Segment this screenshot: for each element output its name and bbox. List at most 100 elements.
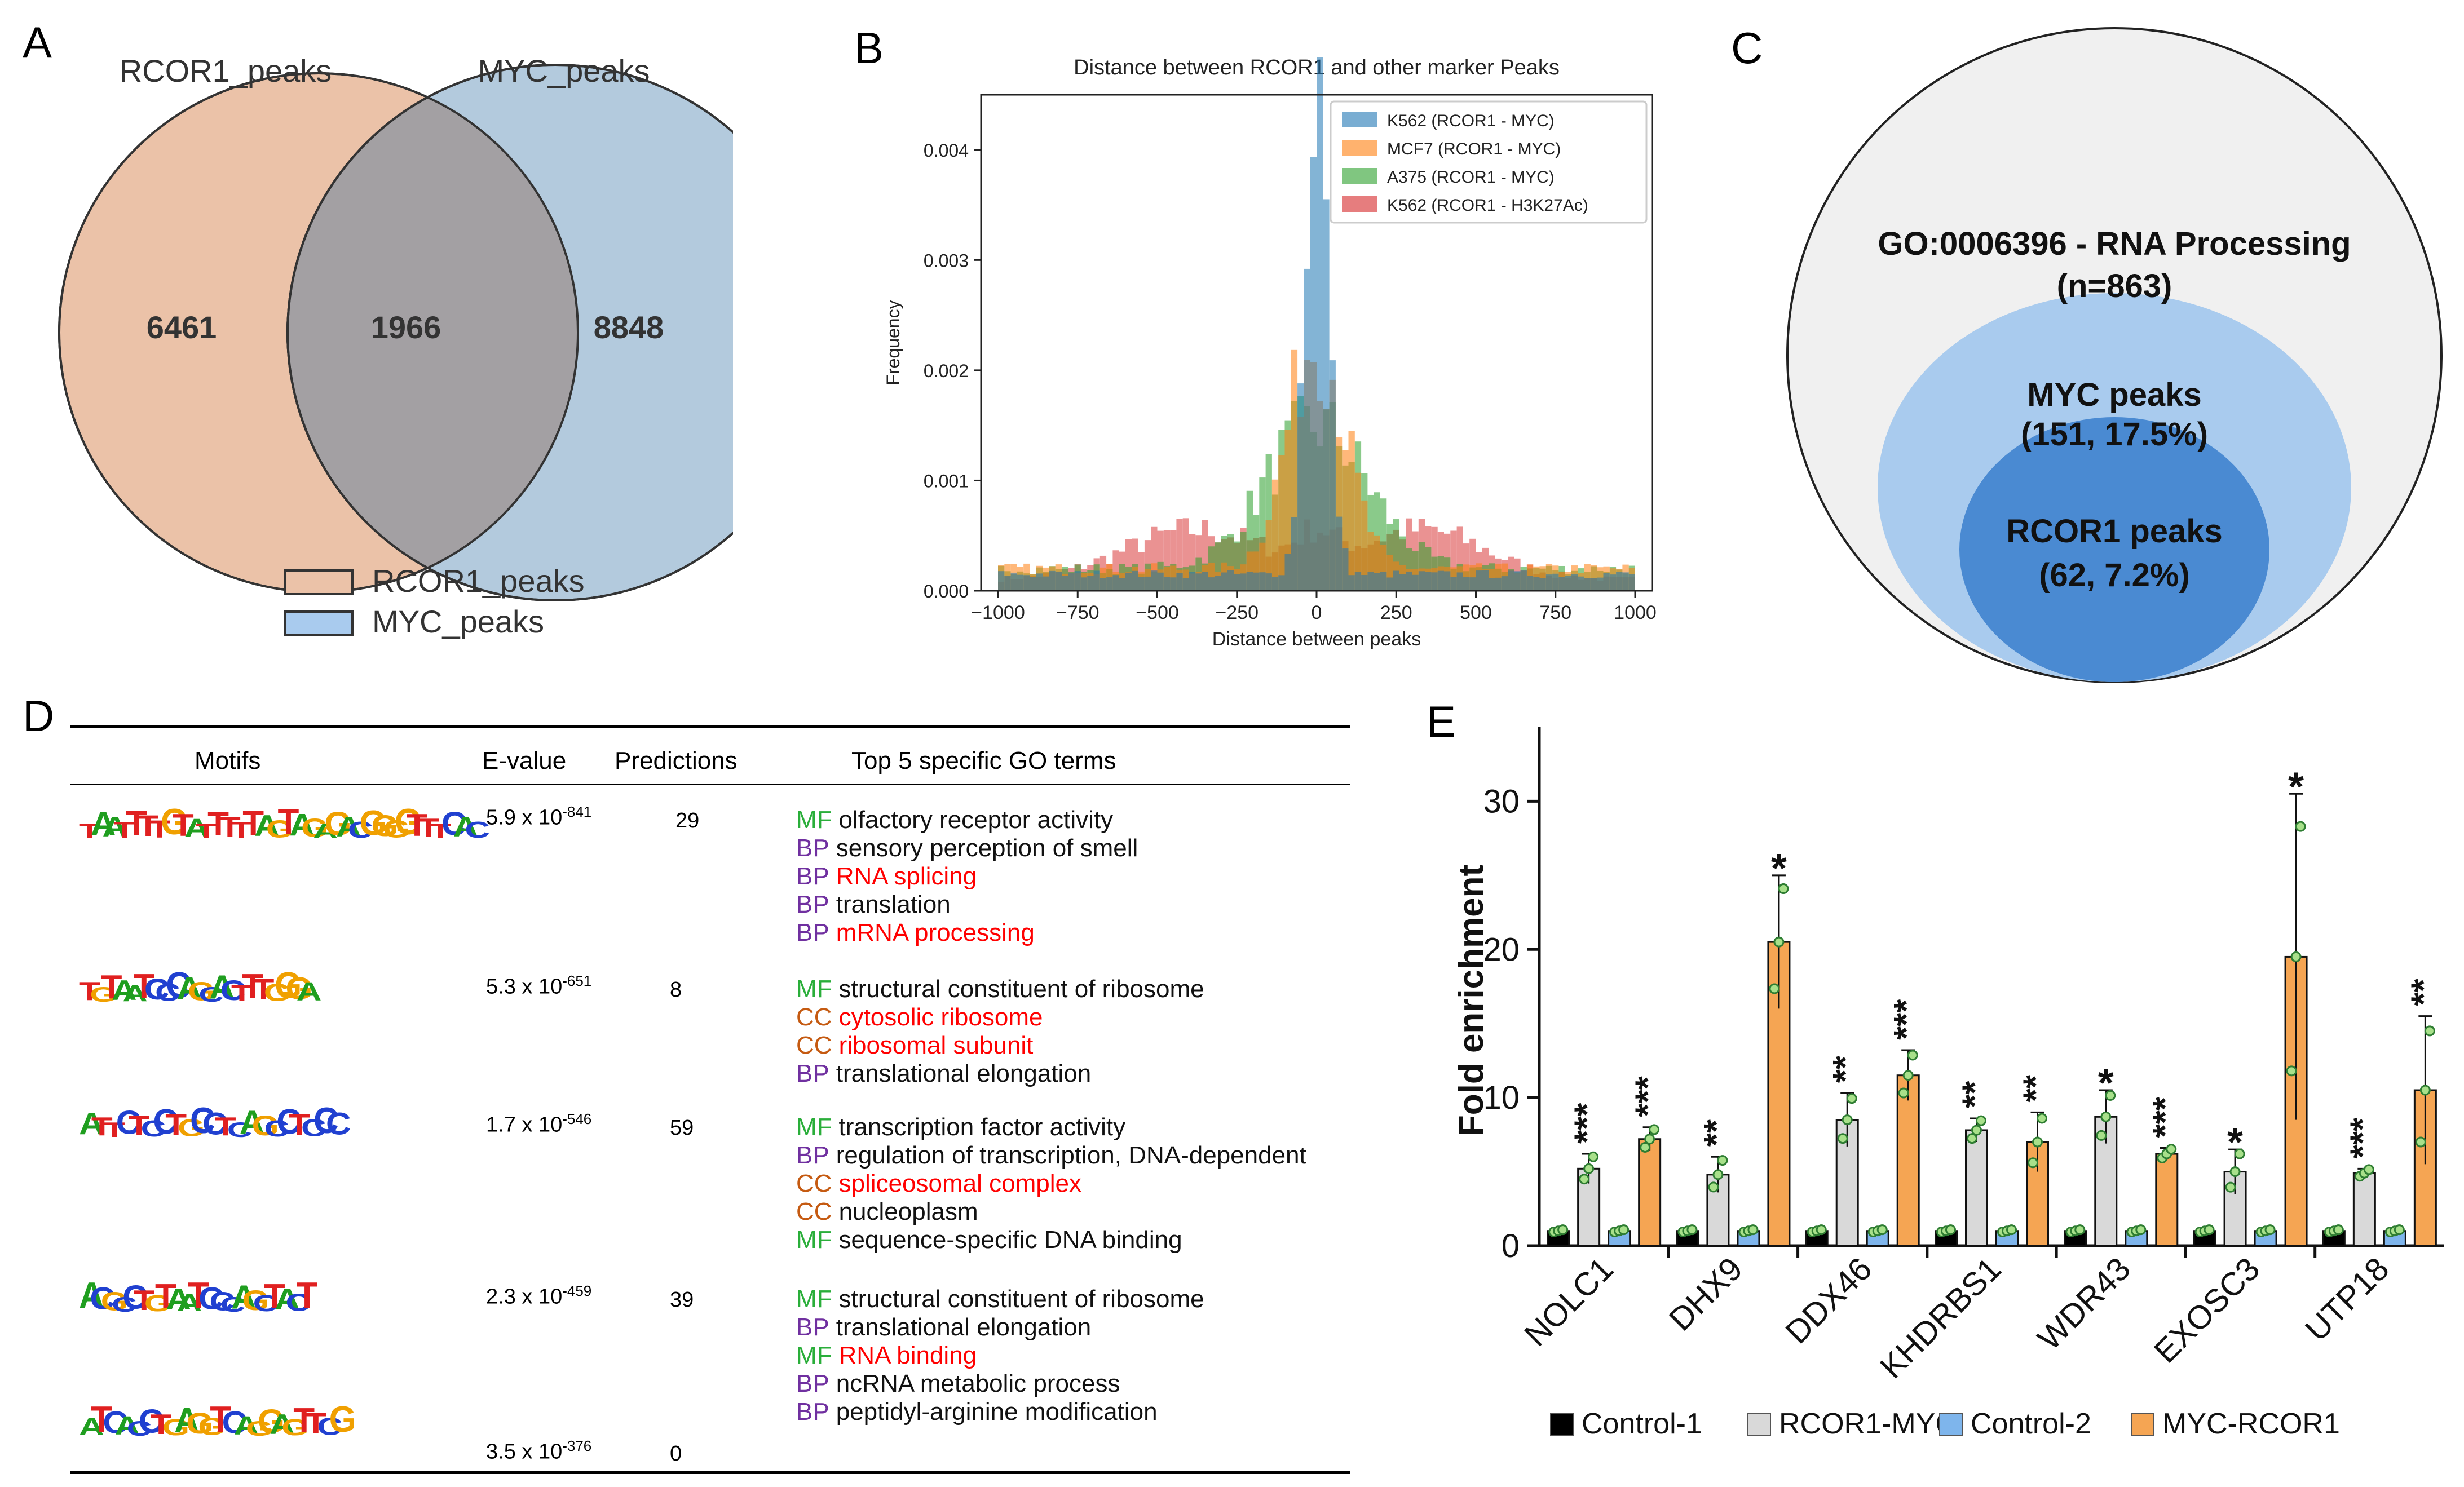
histogram-bin <box>1565 576 1571 591</box>
motif-base: T <box>242 803 264 843</box>
motif-base: T <box>305 1407 326 1441</box>
venn-legend-swatch-myc <box>284 610 354 636</box>
go-term: BP ncRNA metabolic process <box>796 1370 1204 1398</box>
motif-base: G <box>394 802 422 843</box>
histogram-bin <box>1304 268 1310 591</box>
histogram-bin <box>1151 570 1158 591</box>
go-term: MF olfactory receptor activity <box>796 806 1138 834</box>
panel-label-e: E <box>1427 697 1456 746</box>
myc-peaks-count: (151, 17.5%) <box>2021 416 2208 453</box>
motif-base: C <box>253 1291 279 1317</box>
histogram-bin <box>1246 551 1253 591</box>
evalue-exponent: -376 <box>562 1437 592 1454</box>
bar-data-point <box>2286 1065 2297 1077</box>
panel-label-b: B <box>854 23 884 73</box>
go-term-text: regulation of transcription, DNA-depende… <box>836 1141 1306 1169</box>
go-term: CC nucleoplasm <box>796 1198 1306 1226</box>
motif-base: G <box>281 1415 308 1441</box>
histogram-bin <box>1552 573 1559 591</box>
bar-data-point <box>2295 821 2306 832</box>
motif-base: A <box>184 813 210 843</box>
histogram-bin <box>1253 572 1260 591</box>
motif-base: T <box>150 1409 172 1441</box>
bar-data-point <box>2028 1157 2038 1169</box>
rcor1-peaks-title: RCOR1 peaks <box>2006 513 2223 550</box>
histogram-bin <box>1603 573 1610 591</box>
evalue-base: 5.9 x 10 <box>486 806 563 830</box>
histogram-bin <box>1386 555 1393 591</box>
bar-myc-rcor1 <box>2155 1153 2179 1247</box>
motif-base: C <box>138 1403 164 1441</box>
histogram-bin <box>1227 570 1234 591</box>
histogram-bin <box>1616 572 1623 591</box>
bar-data-point <box>1712 1169 1724 1180</box>
histogram-bin <box>1495 563 1502 591</box>
histogram-bin <box>1189 572 1196 591</box>
go-term: CC cytosolic ribosome <box>796 1003 1204 1032</box>
motif-base: G <box>329 1399 356 1440</box>
bar-data-point <box>1644 1134 1655 1145</box>
bar-data-point <box>2166 1144 2177 1155</box>
go-term-type: BP <box>796 834 829 862</box>
histogram-ytick-label: 0.003 <box>924 250 969 271</box>
go-term: BP translation <box>796 891 1138 919</box>
go-term-type: CC <box>796 1032 832 1059</box>
motif-base: G <box>251 1110 279 1142</box>
histogram-bin <box>1157 530 1164 591</box>
motif-base: T <box>79 819 100 843</box>
histogram-bin <box>1176 573 1183 591</box>
go-term-text: RNA splicing <box>836 862 977 890</box>
go-term: BP RNA splicing <box>796 862 1138 891</box>
motif-base: G <box>100 1287 128 1317</box>
histogram-bin <box>1055 571 1062 591</box>
go-term-type: MF <box>796 1113 832 1141</box>
bar-significance-label: * <box>1771 846 1787 891</box>
motif-base: A <box>114 1411 140 1441</box>
motif-base: G <box>324 806 351 843</box>
bar-data-point <box>2105 1090 2116 1101</box>
histogram-bin <box>1208 563 1215 591</box>
histogram-bin <box>1514 571 1521 591</box>
histogram-bin <box>1234 573 1240 591</box>
motif-base: C <box>325 1106 351 1142</box>
histogram-legend-swatch <box>1342 196 1377 212</box>
motif-base: T <box>137 809 159 843</box>
motif-base: G <box>178 1114 205 1142</box>
histogram-bin <box>1119 578 1125 591</box>
histogram-bin <box>1215 576 1221 591</box>
bar-data-point <box>1686 1224 1698 1236</box>
histogram-bin <box>1163 577 1171 591</box>
evalue-base: 1.7 x 10 <box>486 1113 563 1137</box>
bar-myc-rcor1 <box>1896 1074 1920 1247</box>
evalue: 2.3 x 10-459 <box>486 1282 591 1309</box>
bar-data-point <box>1967 1133 1977 1144</box>
histogram-bin <box>1043 576 1049 591</box>
bar-data-point <box>1971 1125 1982 1136</box>
histogram-bin <box>1246 490 1253 591</box>
histogram-legend-label: K562 (RCOR1 - MYC) <box>1387 112 1555 130</box>
predictions-count: 0 <box>670 1442 682 1466</box>
bar-data-point <box>1876 1224 1888 1236</box>
go-term-text: peptidyl-arginine modification <box>836 1398 1158 1426</box>
motif-base: A <box>254 809 280 843</box>
motif-base: T <box>103 1118 125 1142</box>
histogram-bin <box>1456 526 1463 591</box>
bar-myc-rcor1 <box>2413 1089 2437 1247</box>
evalue-base: 5.3 x 10 <box>486 975 563 999</box>
evalue-exponent: -459 <box>562 1282 592 1299</box>
header-go-terms: Top 5 specific GO terms <box>851 747 1116 775</box>
histogram-legend-swatch <box>1342 112 1377 127</box>
motif-base: C <box>111 1293 137 1317</box>
motif-base: C <box>264 1116 289 1142</box>
motif-base: A <box>79 1275 104 1316</box>
histogram-bin <box>1151 526 1158 591</box>
histogram-bin <box>1023 575 1030 591</box>
histogram-legend-swatch <box>1342 140 1377 156</box>
bar-data-point <box>1708 1181 1719 1193</box>
motif-base: T <box>149 815 170 843</box>
bar-legend-swatch <box>2131 1413 2154 1436</box>
histogram-bin <box>1539 578 1546 591</box>
histogram-bin <box>1361 500 1368 591</box>
histogram-bin <box>1291 517 1298 591</box>
bar-data-point <box>2032 1136 2043 1148</box>
